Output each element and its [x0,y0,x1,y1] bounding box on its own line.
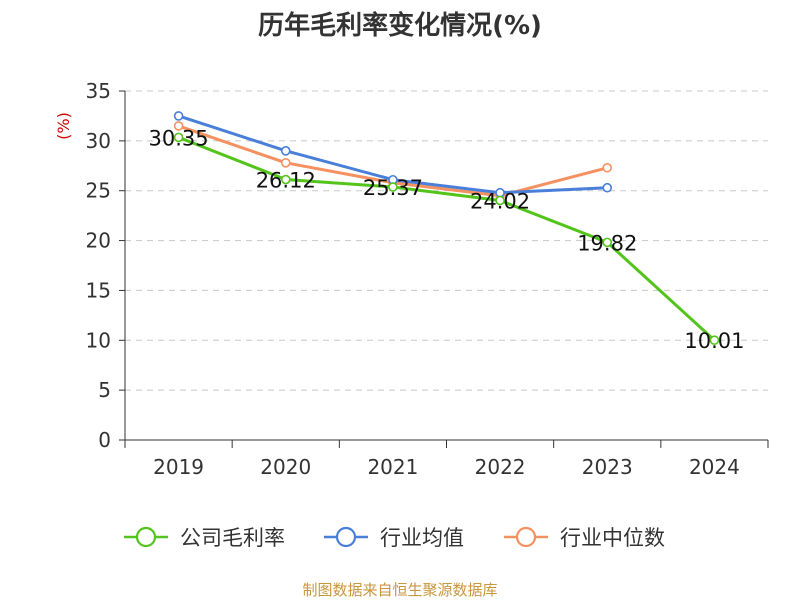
series-0-point-2021 [388,182,398,192]
series-2-point-2019 [173,121,184,131]
legend-item-1: 行业均值 [324,526,464,550]
axes: 0 5 10 15 20 25 30 35 2019 2020 2021 2022 2023 2024 [86,79,769,479]
series-0-point-2023 [602,237,613,248]
chart-title: 历年毛利率变化情况(%) [258,10,542,41]
series-1-point-2020 [280,146,291,156]
y-tick-label-10: 10 [86,328,111,352]
data-label-2019: 30.35 [149,126,209,150]
series-1-point-2023 [602,182,613,193]
legend-marker-2 [515,526,537,548]
y-tick-label-0: 0 [98,428,111,452]
series-0-point-2019 [173,132,184,143]
series-line-0 [177,135,716,342]
series-layer [173,111,720,345]
series-2-point-2023 [602,162,613,173]
legend-item-2: 行业中位数 [504,526,665,550]
data-label-2021: 25.37 [363,176,423,200]
grid-lines [125,90,768,391]
data-label-2022: 24.02 [470,189,530,213]
data-label-2023: 19.82 [577,231,637,255]
x-tick-label-2019: 2019 [153,455,204,479]
data-labels: 30.35 26.12 25.37 24.02 19.82 10.01 [149,126,745,353]
y-tick-label-25: 25 [86,179,111,203]
legend-item-0: 公司毛利率 [124,526,285,550]
x-tick-label-2020: 2020 [260,455,311,479]
legend: 公司毛利率 行业均值 行业中位数 [124,526,665,550]
legend-label-2: 行业中位数 [560,526,665,550]
y-tick-label-15: 15 [86,278,111,302]
legend-marker-0 [135,526,157,548]
x-tick-label-2021: 2021 [367,455,418,479]
legend-label-1: 行业均值 [380,526,464,550]
x-tick-label-2022: 2022 [475,455,526,479]
data-label-2020: 26.12 [256,169,316,193]
legend-label-0: 公司毛利率 [180,526,285,550]
y-axis-unit-label: (%) [54,112,73,140]
x-tick-label-2024: 2024 [689,455,740,479]
series-2-point-2020 [280,157,291,168]
y-tick-label-30: 30 [86,129,111,153]
series-0-point-2020 [280,174,291,185]
legend-marker-1 [335,526,357,548]
y-tick-label-35: 35 [86,79,111,103]
y-tick-label-5: 5 [98,378,111,402]
series-1-point-2019 [173,111,184,121]
data-label-2024: 10.01 [684,329,744,353]
series-0-point-2024 [709,335,720,345]
x-tick-label-2023: 2023 [582,455,633,479]
source-note: 制图数据来自恒生聚源数据库 [302,581,497,599]
series-0-point-2022 [495,195,505,206]
y-tick-label-20: 20 [86,229,111,253]
